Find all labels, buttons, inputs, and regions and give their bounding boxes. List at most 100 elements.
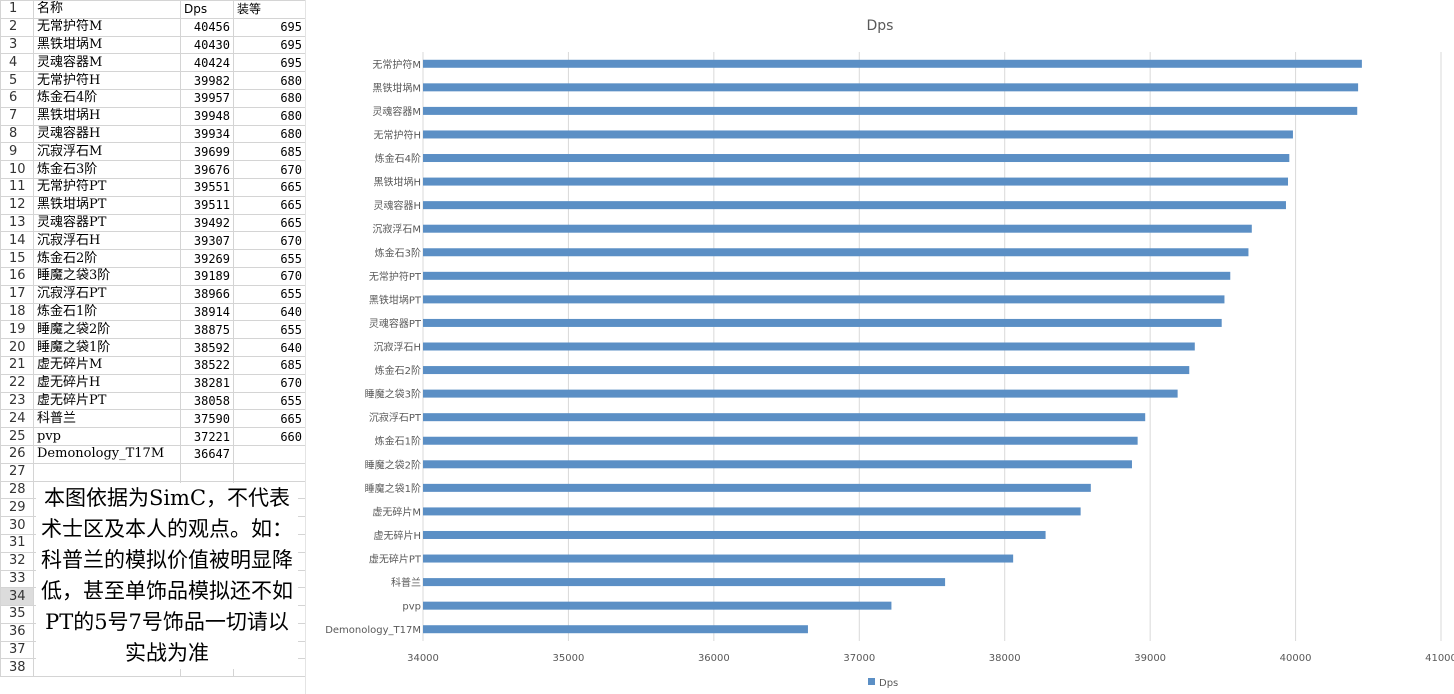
row-number[interactable]: 31	[0, 533, 34, 553]
cell-gear[interactable]: 655	[233, 320, 306, 340]
cell-gear[interactable]: 660	[233, 427, 306, 446]
row-number[interactable]: 24	[0, 409, 34, 429]
cell-name[interactable]: 黑铁坩埚H	[33, 106, 181, 126]
cell-dps[interactable]: 39492	[180, 213, 234, 233]
cell-gear[interactable]: 640	[233, 338, 306, 357]
row-number[interactable]: 11	[0, 177, 34, 197]
cell-gear[interactable]: 670	[233, 160, 306, 179]
row-number[interactable]: 3	[0, 35, 34, 55]
row-number[interactable]: 27	[0, 462, 34, 482]
row-number[interactable]: 19	[0, 320, 34, 340]
cell-name[interactable]: 灵魂容器H	[33, 124, 181, 144]
cell-gear[interactable]: 665	[233, 177, 306, 197]
cell-dps[interactable]: 39948	[180, 106, 234, 126]
cell-name[interactable]: 沉寂浮石PT	[33, 284, 181, 304]
cell-empty[interactable]	[180, 462, 234, 482]
header-name[interactable]: 名称	[33, 0, 181, 19]
header-dps[interactable]: Dps	[180, 0, 234, 19]
row-number[interactable]: 38	[0, 658, 34, 678]
cell-dps[interactable]: 40456	[180, 17, 234, 37]
cell-empty[interactable]	[33, 462, 181, 482]
cell-name[interactable]: 睡魔之袋2阶	[33, 320, 181, 340]
row-number[interactable]: 21	[0, 355, 34, 375]
row-number[interactable]: 17	[0, 284, 34, 304]
cell-gear[interactable]: 695	[233, 17, 306, 37]
cell-dps[interactable]: 39189	[180, 266, 234, 286]
row-number[interactable]: 18	[0, 302, 34, 322]
cell-gear[interactable]: 680	[233, 88, 306, 108]
row-number[interactable]: 20	[0, 338, 34, 357]
cell-dps[interactable]: 39699	[180, 142, 234, 162]
row-number[interactable]: 29	[0, 498, 34, 518]
cell-name[interactable]: 虚无碎片M	[33, 355, 181, 375]
cell-gear[interactable]: 655	[233, 391, 306, 411]
row-number[interactable]: 15	[0, 249, 34, 268]
cell-dps[interactable]: 39934	[180, 124, 234, 144]
cell-dps[interactable]: 38058	[180, 391, 234, 411]
cell-gear[interactable]	[233, 444, 306, 464]
cell-dps[interactable]: 38875	[180, 320, 234, 340]
cell-name[interactable]: 炼金石3阶	[33, 160, 181, 179]
cell-dps[interactable]: 39551	[180, 177, 234, 197]
cell-name[interactable]: 无常护符PT	[33, 177, 181, 197]
cell-dps[interactable]: 39307	[180, 231, 234, 251]
cell-gear[interactable]: 670	[233, 231, 306, 251]
cell-gear[interactable]: 655	[233, 284, 306, 304]
row-number[interactable]: 12	[0, 195, 34, 215]
cell-dps[interactable]: 39982	[180, 71, 234, 90]
row-number[interactable]: 7	[0, 106, 34, 126]
cell-dps[interactable]: 37221	[180, 427, 234, 446]
cell-name[interactable]: 沉寂浮石M	[33, 142, 181, 162]
cell-gear[interactable]: 695	[233, 53, 306, 73]
cell-name[interactable]: 虚无碎片PT	[33, 391, 181, 411]
row-number[interactable]: 6	[0, 88, 34, 108]
cell-dps[interactable]: 38592	[180, 338, 234, 357]
row-number[interactable]: 35	[0, 605, 34, 624]
cell-gear[interactable]: 680	[233, 124, 306, 144]
row-number[interactable]: 23	[0, 391, 34, 411]
cell-name[interactable]: 炼金石2阶	[33, 249, 181, 268]
row-number[interactable]: 37	[0, 640, 34, 660]
cell-name[interactable]: pvp	[33, 427, 181, 446]
cell-name[interactable]: Demonology_T17M	[33, 444, 181, 464]
cell-name[interactable]: 黑铁坩埚PT	[33, 195, 181, 215]
cell-dps[interactable]: 37590	[180, 409, 234, 429]
row-number[interactable]: 22	[0, 373, 34, 393]
cell-dps[interactable]: 38522	[180, 355, 234, 375]
row-number[interactable]: 5	[0, 71, 34, 90]
cell-dps[interactable]: 36647	[180, 444, 234, 464]
row-number[interactable]: 28	[0, 480, 34, 500]
cell-gear[interactable]: 655	[233, 249, 306, 268]
cell-dps[interactable]: 38914	[180, 302, 234, 322]
row-number[interactable]: 33	[0, 569, 34, 589]
header-gear[interactable]: 装等	[233, 0, 306, 19]
cell-gear[interactable]: 640	[233, 302, 306, 322]
row-number[interactable]: 10	[0, 160, 34, 179]
cell-gear[interactable]: 670	[233, 373, 306, 393]
row-number[interactable]: 25	[0, 427, 34, 446]
cell-name[interactable]: 无常护符M	[33, 17, 181, 37]
cell-dps[interactable]: 39676	[180, 160, 234, 179]
row-number[interactable]: 26	[0, 444, 34, 464]
cell-name[interactable]: 睡魔之袋3阶	[33, 266, 181, 286]
cell-dps[interactable]: 40430	[180, 35, 234, 55]
cell-gear[interactable]: 685	[233, 142, 306, 162]
cell-dps[interactable]: 38281	[180, 373, 234, 393]
row-number[interactable]: 2	[0, 17, 34, 37]
row-number[interactable]: 32	[0, 551, 34, 571]
cell-dps[interactable]: 39511	[180, 195, 234, 215]
cell-name[interactable]: 炼金石4阶	[33, 88, 181, 108]
cell-name[interactable]: 睡魔之袋1阶	[33, 338, 181, 357]
cell-name[interactable]: 无常护符H	[33, 71, 181, 90]
cell-name[interactable]: 黑铁坩埚M	[33, 35, 181, 55]
row-number[interactable]: 30	[0, 516, 34, 535]
cell-gear[interactable]: 665	[233, 195, 306, 215]
cell-name[interactable]: 灵魂容器M	[33, 53, 181, 73]
cell-name[interactable]: 灵魂容器PT	[33, 213, 181, 233]
row-number[interactable]: 36	[0, 622, 34, 642]
cell-gear[interactable]: 665	[233, 213, 306, 233]
cell-gear[interactable]: 695	[233, 35, 306, 55]
cell-dps[interactable]: 40424	[180, 53, 234, 73]
row-number[interactable]: 34	[0, 587, 34, 607]
cell-gear[interactable]: 685	[233, 355, 306, 375]
